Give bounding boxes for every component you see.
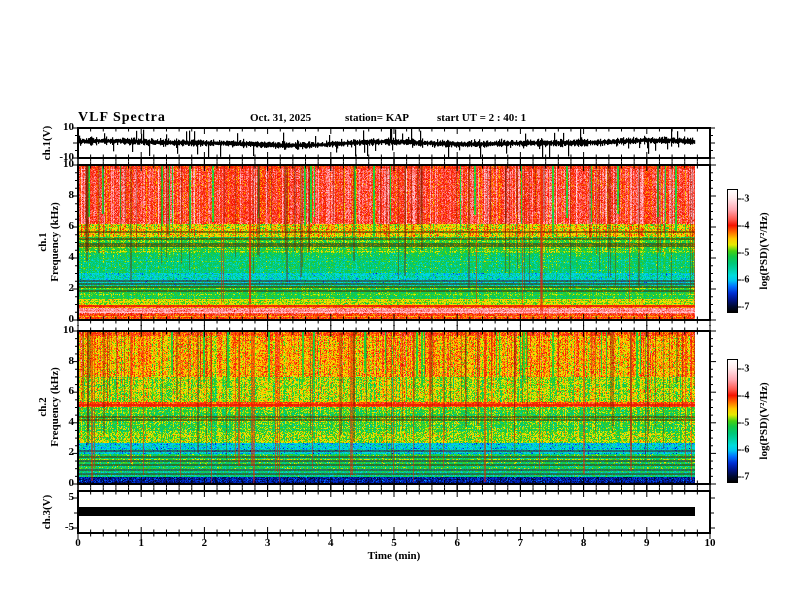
colorbar2-tick-label: -7 [741, 471, 750, 483]
ch1-spec-ytick-label: 6 [68, 219, 75, 232]
ch2-spec-frequency-label: Frequency (kHz) [49, 367, 61, 447]
colorbar2-tick-label: -5 [741, 417, 750, 429]
time-axis-tick-label: 0 [75, 537, 81, 549]
time-axis-tick-label: 4 [328, 537, 334, 549]
ch2-spec-ytick-label: 4 [68, 415, 75, 428]
time-axis-tick-label: 2 [201, 537, 208, 549]
time-axis-label: Time (min) [367, 550, 421, 562]
time-axis-tick-label: 8 [580, 537, 587, 549]
ch1-wave-ytick-label: -10 [59, 150, 74, 163]
colorbar1-tick-label: -3 [741, 193, 750, 205]
time-axis-tick-label: 3 [264, 537, 271, 549]
colorbar2-tick-label: -3 [741, 363, 750, 375]
ch3-signal-bar [78, 507, 695, 516]
station-label: station= KAP [345, 112, 410, 124]
time-axis-tick-label: 10 [704, 537, 716, 549]
ch2-spec-ytick-label: 8 [68, 354, 75, 367]
ch3-wave-ytick-label: -5 [64, 520, 74, 533]
page-title: VLF Spectra [78, 110, 166, 125]
ch1-wave-ytick-label: 10 [63, 120, 74, 133]
ch1-spec-axis-label: ch.1 Frequency (kHz) [37, 202, 61, 282]
ch1-spec-ytick-label: 2 [68, 281, 75, 294]
ch1-spec-ytick-label: 8 [68, 188, 75, 201]
ch1-waveform-plot [78, 128, 710, 158]
colorbar-ch2 [728, 360, 737, 482]
ch2-spec-ytick-label: 0 [68, 476, 75, 489]
ch2-spec-ytick-label: 2 [68, 446, 75, 459]
ch2-spec-channel-label: ch.2 [37, 397, 49, 417]
ch1-spec-ytick-label: 4 [68, 250, 75, 263]
date-label: Oct. 31, 2025 [250, 112, 312, 124]
time-axis-tick-label: 5 [391, 537, 397, 549]
colorbar2-tick-label: -6 [741, 444, 750, 456]
colorbar1-tick-label: -7 [741, 301, 750, 313]
colorbar1-tick-label: -5 [741, 247, 750, 259]
time-axis-tick-label: 7 [517, 537, 524, 549]
ch1-spec-ytick-label: 10 [63, 157, 74, 170]
colorbar1-tick-label: -4 [741, 220, 750, 232]
ch2-spec-ytick-label: 10 [63, 323, 74, 336]
colorbar2-tick-label: -4 [741, 390, 750, 402]
time-axis-tick-label: 6 [454, 537, 460, 549]
ch2-spec-ytick-label: 6 [68, 385, 75, 398]
ch1-spec-channel-label: ch.1 [37, 232, 49, 252]
ch1-spectrogram-plot [78, 165, 710, 320]
ch1-spec-ytick-label: 0 [68, 312, 75, 325]
ch2-spec-axis-label: ch.2 Frequency (kHz) [37, 367, 61, 447]
colorbar-ch1-label: log(PSD)(V²/Hz) [758, 212, 770, 290]
time-axis-tick-label: 9 [644, 537, 650, 549]
time-axis-tick-label: 1 [138, 537, 144, 549]
colorbar-ch2-label: log(PSD)(V²/Hz) [758, 382, 770, 460]
ch3-wave-ytick-label: 5 [68, 490, 75, 503]
colorbar-ch1 [728, 190, 737, 312]
ch2-spectrogram-plot [78, 331, 710, 484]
start-ut-label: start UT = 2 : 40: 1 [437, 112, 527, 124]
ch1-spec-frequency-label: Frequency (kHz) [49, 202, 61, 282]
colorbar1-tick-label: -6 [741, 274, 750, 286]
